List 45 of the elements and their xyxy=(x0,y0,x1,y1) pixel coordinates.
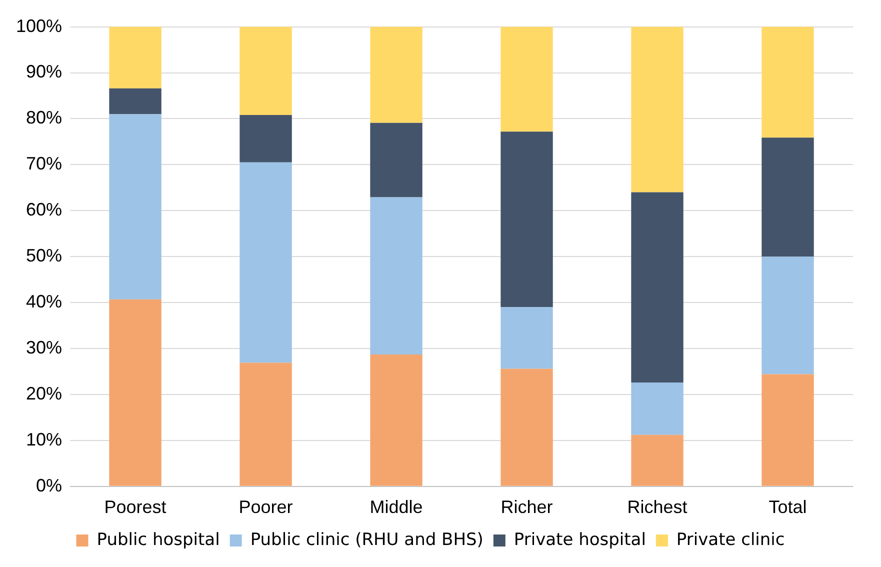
bar xyxy=(109,88,162,114)
x-tick-label: Poorest xyxy=(104,497,166,518)
y-tick-label: 0% xyxy=(36,475,62,496)
y-tick-label: 50% xyxy=(26,246,62,266)
x-tick-label: Total xyxy=(768,497,807,518)
y-tick-label: 30% xyxy=(26,337,62,358)
legend-label: Private hospital xyxy=(514,530,646,550)
bar xyxy=(240,362,292,486)
bar xyxy=(500,368,553,486)
bar xyxy=(109,26,162,88)
bar xyxy=(762,138,814,257)
bar xyxy=(370,197,422,354)
bar xyxy=(109,114,162,300)
x-tick-label: Richer xyxy=(500,497,553,518)
bar xyxy=(631,434,684,486)
bar xyxy=(240,115,292,162)
bar xyxy=(109,299,162,486)
bar xyxy=(370,122,422,198)
bar xyxy=(240,162,292,363)
bar xyxy=(370,354,422,486)
bar xyxy=(500,26,553,132)
y-tick-label: 100% xyxy=(16,16,62,36)
bar xyxy=(631,192,684,383)
y-tick-label: 70% xyxy=(26,154,62,174)
bar xyxy=(370,26,422,123)
x-tick-label: Middle xyxy=(370,497,423,518)
y-tick-label: 40% xyxy=(26,292,62,312)
legend-label: Public clinic (RHU and BHS) xyxy=(250,530,484,550)
x-tick-label: Richest xyxy=(627,497,688,518)
bar xyxy=(631,26,684,192)
bar xyxy=(762,374,814,486)
y-tick-label: 10% xyxy=(26,429,62,450)
y-tick-label: 20% xyxy=(26,383,62,404)
bar xyxy=(762,256,814,374)
bar xyxy=(240,26,292,116)
y-tick-label: 90% xyxy=(26,62,62,82)
bar xyxy=(500,132,553,308)
bar xyxy=(631,382,684,435)
x-tick-label: Poorer xyxy=(238,497,293,518)
legend-label: Public hospital xyxy=(96,530,220,550)
y-tick-label: 60% xyxy=(26,200,62,220)
y-tick-label: 80% xyxy=(26,108,62,128)
legend-label: Private clinic xyxy=(676,530,785,550)
bar xyxy=(500,307,553,369)
bar xyxy=(762,26,814,138)
